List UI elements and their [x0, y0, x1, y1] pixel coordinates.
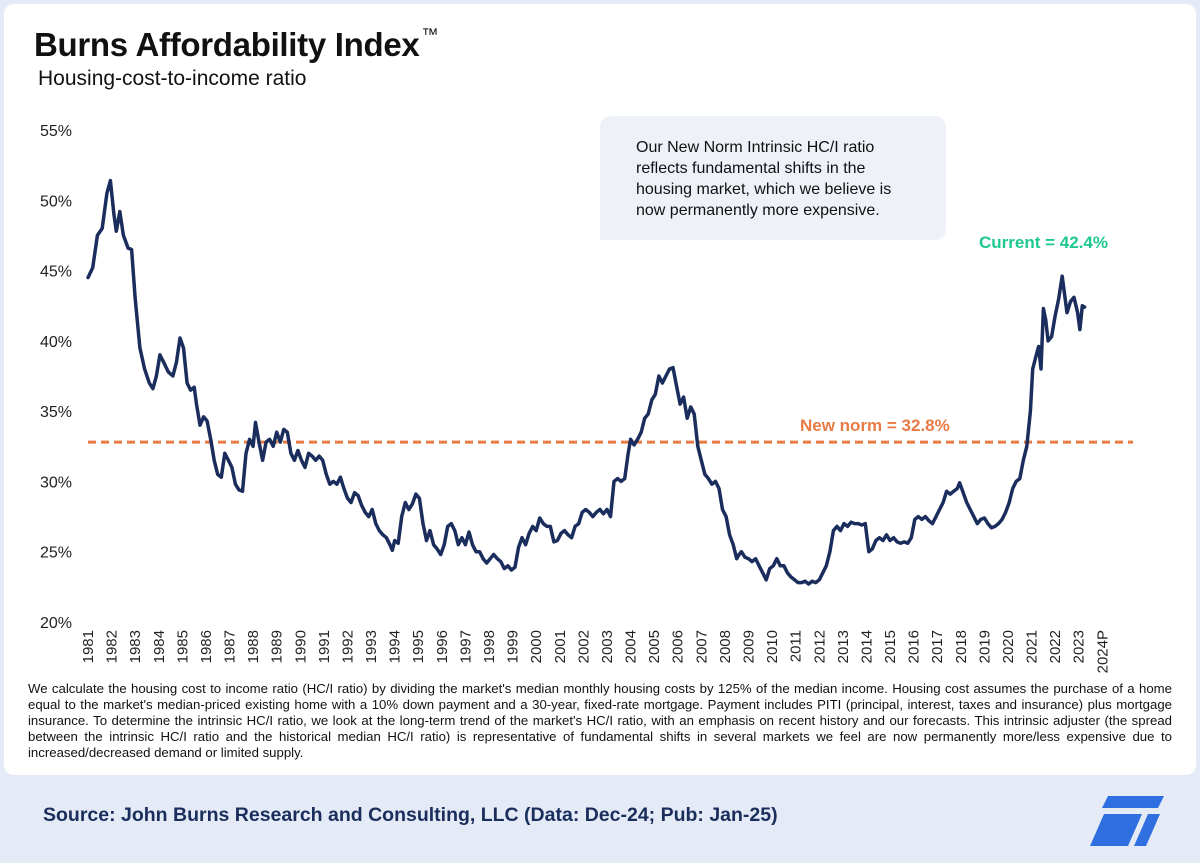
x-tick-label: 2002 [575, 630, 592, 663]
x-tick-label: 2015 [882, 630, 899, 663]
x-tick-label: 2010 [764, 630, 781, 663]
callout-line: housing market, which we believe is [636, 181, 891, 198]
x-tick-label: 2001 [552, 630, 569, 663]
x-tick-label: 2016 [906, 630, 923, 663]
callout-line: now permanently more expensive. [636, 202, 880, 219]
x-tick-label: 2008 [717, 630, 734, 663]
x-tick-label: 2003 [599, 630, 616, 663]
x-tick-label: 2022 [1047, 630, 1064, 663]
x-tick-label: 2023 [1071, 630, 1088, 663]
x-tick-label: 1988 [245, 630, 262, 663]
x-tick-label: 2024P [1094, 630, 1111, 673]
x-tick-label: 2006 [670, 630, 687, 663]
x-tick-label: 1997 [457, 630, 474, 663]
y-tick-label: 50% [40, 193, 72, 210]
y-tick-label: 30% [40, 474, 72, 491]
x-tick-label: 1986 [198, 630, 215, 663]
x-tick-label: 2017 [929, 630, 946, 663]
callout-background [600, 116, 946, 240]
x-tick-label: 2005 [646, 630, 663, 663]
x-tick-label: 1982 [104, 630, 121, 663]
x-tick-label: 2013 [835, 630, 852, 663]
callout-line: Our New Norm Intrinsic HC/I ratio [636, 139, 874, 156]
x-tick-label: 1987 [222, 630, 239, 663]
x-tick-label: 1989 [269, 630, 286, 663]
x-tick-label: 2000 [528, 630, 545, 663]
y-tick-label: 55% [40, 123, 72, 140]
john-burns-logo-icon [1090, 796, 1164, 846]
x-tick-label: 1996 [434, 630, 451, 663]
new-norm-label: New norm = 32.8% [800, 416, 950, 435]
x-tick-label: 1990 [292, 630, 309, 663]
x-tick-label: 2004 [623, 630, 640, 663]
y-tick-label: 20% [40, 615, 72, 632]
x-tick-label: 1984 [151, 630, 168, 663]
source-text: Source: John Burns Research and Consulti… [43, 804, 778, 826]
chart-subtitle: Housing-cost-to-income ratio [38, 67, 307, 90]
y-axis: 20% 25% 30% 35% 40% 45% 50% 55% [40, 123, 72, 632]
x-tick-label: 2020 [1000, 630, 1017, 663]
x-tick-label: 1995 [410, 630, 427, 663]
x-tick-label: 2019 [976, 630, 993, 663]
x-tick-label: 2014 [858, 630, 875, 663]
series-group [86, 178, 1087, 586]
callout-line: reflects fundamental shifts in the [636, 160, 866, 177]
methodology-note: We calculate the housing cost to income … [28, 681, 1172, 760]
x-tick-label: 2012 [811, 630, 828, 663]
x-tick-label: 1985 [174, 630, 191, 663]
y-tick-label: 35% [40, 404, 72, 421]
page-title: Burns Affordability Index ™ [34, 25, 439, 63]
x-tick-label: 2011 [788, 630, 805, 662]
x-tick-label: 2021 [1024, 630, 1041, 663]
y-tick-label: 45% [40, 264, 72, 281]
x-tick-label: 2018 [953, 630, 970, 663]
line-chart: Our New Norm Intrinsic HC/I ratio reflect… [40, 116, 1133, 673]
current-value-label: Current = 42.4% [979, 233, 1108, 252]
x-tick-label: 1991 [316, 630, 333, 663]
x-tick-label: 1983 [127, 630, 144, 663]
y-tick-label: 40% [40, 334, 72, 351]
x-tick-label: 1993 [363, 630, 380, 663]
annotations: New norm = 32.8% Current = 42.4% [800, 233, 1108, 435]
x-axis: 1981 1982 1983 1984 1985 1986 1987 1988 1989 1990… [80, 630, 1111, 673]
x-tick-label: 2007 [693, 630, 710, 663]
callout-box: Our New Norm Intrinsic HC/I ratio reflect… [600, 116, 946, 240]
x-tick-label: 1994 [387, 630, 404, 663]
y-tick-label: 25% [40, 545, 72, 562]
x-tick-label: 1981 [80, 630, 97, 663]
hci-ratio-series-line [86, 178, 1087, 586]
x-tick-label: 2009 [740, 630, 757, 663]
x-tick-label: 1998 [481, 630, 498, 663]
x-tick-label: 1999 [505, 630, 522, 663]
trademark: ™ [421, 25, 439, 44]
x-tick-label: 1992 [339, 630, 356, 663]
